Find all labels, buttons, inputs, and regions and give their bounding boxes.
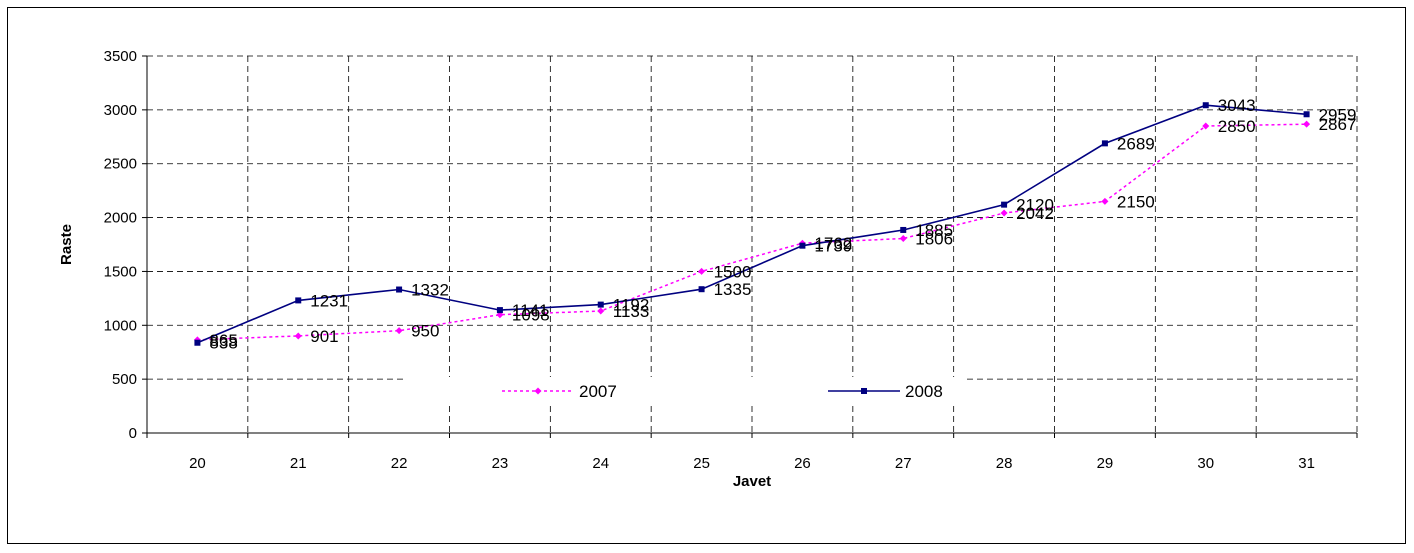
data-point-2008 [597,301,604,308]
chart-frame [7,7,1406,544]
y-tick-label: 500 [112,371,137,388]
data-label-2007: 1806 [915,229,953,248]
data-point-2007 [1303,120,1311,128]
data-label-2007: 2042 [1016,204,1054,223]
x-tick-label: 27 [895,455,912,472]
data-point-2007 [698,267,706,275]
y-tick-label: 2000 [104,210,137,227]
series-line-2008 [197,104,1307,344]
data-label-2007: 1133 [613,302,650,321]
data-label-2007: 2150 [1117,192,1155,211]
y-tick-labels: 0 500 1000 1500 2000 2500 3000 3500 [104,48,137,442]
legend-label-2008: 2008 [905,382,943,401]
data-label-2008: 1231 [310,291,348,310]
data-point-2008 [194,339,201,346]
x-tick-label: 20 [189,455,206,472]
data-point-2008 [698,286,705,293]
legend-label-2007: 2007 [579,382,617,401]
data-point-2008 [1202,102,1209,109]
x-tick-label: 23 [492,455,509,472]
series-group [193,102,1311,346]
data-point-2007 [1000,209,1008,217]
y-tick-label: 1500 [104,263,137,280]
y-tick-label: 3500 [104,48,137,65]
data-label-2008: 1739 [814,237,852,256]
data-label-2008: 2689 [1117,134,1155,153]
data-point-2007 [1202,122,1210,130]
data-point-2008 [1101,140,1108,147]
x-tick-label: 21 [290,455,307,472]
y-axis-title: Raste [58,224,75,265]
legend-marker-2007 [534,387,542,395]
data-labels: 865 901 950 1098 1133 1500 1762 1806 2042 2150 285… [209,96,1356,353]
x-tick-label: 26 [794,455,811,472]
data-point-2008 [900,226,907,233]
y-tick-label: 1000 [104,317,137,334]
data-point-2008 [1001,201,1008,208]
y-tick-label: 0 [129,425,137,442]
data-label-2008: 1335 [714,280,752,299]
y-tick-label: 3000 [104,102,137,119]
data-label-2008: 2120 [1016,196,1054,215]
data-point-2007 [597,307,605,315]
data-label-2008: 1332 [411,281,449,300]
data-label-2008: 838 [209,334,237,353]
data-label-2007: 1098 [512,306,550,325]
legend-spacer [149,380,399,390]
data-label-2008: 1192 [613,296,650,315]
data-label-2007: 1500 [714,262,752,281]
data-label-2007: 950 [411,322,439,341]
legend-marker-2008 [861,387,867,394]
data-label-2008: 3043 [1218,96,1256,115]
data-point-2008 [396,286,403,293]
x-tick-label: 29 [1097,455,1114,472]
data-point-2008 [799,242,806,249]
data-point-2007 [395,327,403,335]
data-point-2007 [294,332,302,340]
series-line-2007 [197,123,1307,341]
data-label-2007: 2850 [1218,117,1256,136]
data-point-2008 [295,297,302,304]
x-tick-label: 24 [592,455,609,472]
data-label-2008: 1141 [512,301,549,320]
data-label-2008: 1885 [915,221,953,240]
data-label-2007: 901 [310,327,338,346]
data-point-2008 [496,307,503,314]
x-tick-label: 30 [1197,455,1214,472]
data-label-2007: 1762 [814,234,852,253]
axes [142,55,1358,438]
data-label-2008: 2959 [1319,105,1357,124]
data-point-2007 [1101,197,1109,205]
x-tick-label: 31 [1298,455,1315,472]
data-label-2007: 2867 [1319,115,1357,134]
x-tick-label: 25 [693,455,710,472]
x-axis-title: Javet [733,473,771,490]
data-point-2007 [899,234,907,242]
x-tick-label: 22 [391,455,408,472]
data-point-2008 [1303,111,1310,118]
data-label-2007: 865 [209,331,237,350]
legend: 2007 2008 [149,376,965,405]
grid-lines [147,55,1358,433]
y-tick-label: 2500 [104,156,137,173]
x-tick-labels: 20 21 22 23 24 25 26 27 28 29 30 31 [189,455,1315,472]
x-tick-label: 28 [996,455,1013,472]
